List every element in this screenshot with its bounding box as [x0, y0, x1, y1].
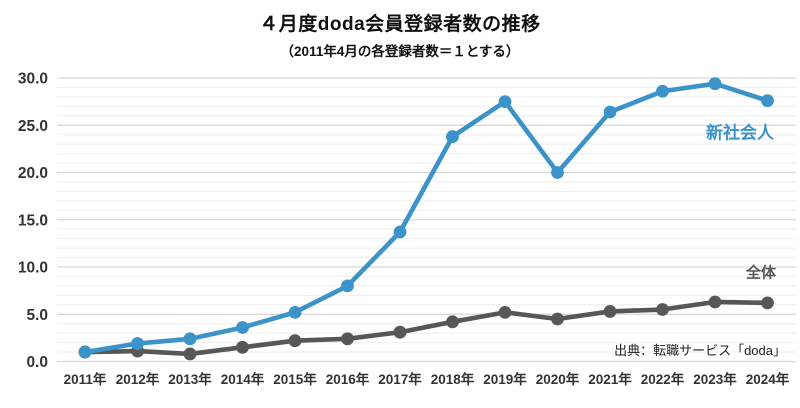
data-point-全体-2018年: [446, 315, 459, 329]
data-point-新社会人-2012年: [131, 337, 144, 350]
chart-subtitle: （2011年4月の各登録者数＝１とする）: [280, 44, 520, 59]
data-point-全体-2019年: [498, 305, 512, 319]
data-point-全体-2016年: [341, 332, 354, 346]
source-caption: 出典：転職サービス「doda」: [614, 343, 786, 358]
x-axis-tick-label: 2012年: [116, 371, 160, 387]
data-point-新社会人-2021年: [603, 105, 617, 119]
data-point-新社会人-2019年: [498, 95, 512, 109]
y-axis-tick-label: 30.0: [18, 71, 48, 88]
data-point-全体-2014年: [236, 340, 249, 354]
y-axis-tick-label: 10.0: [18, 260, 48, 277]
x-axis-tick-label: 2022年: [641, 371, 685, 387]
data-point-全体-2020年: [551, 312, 564, 326]
data-point-新社会人-2022年: [656, 84, 669, 98]
series-label-zentai: 全体: [745, 264, 777, 282]
y-axis-tick-label: 5.0: [26, 307, 48, 324]
x-axis-tick-label: 2016年: [326, 371, 370, 387]
x-axis-tick-label: 2017年: [378, 371, 422, 387]
data-point-新社会人-2016年: [341, 279, 354, 293]
data-point-全体-2024年: [761, 296, 774, 310]
data-point-新社会人-2015年: [288, 305, 302, 319]
y-axis-tick-label: 20.0: [18, 165, 48, 182]
data-point-全体-2022年: [656, 303, 669, 316]
data-point-新社会人-2018年: [446, 130, 459, 143]
data-point-全体-2015年: [288, 334, 302, 348]
y-axis-tick-label: 25.0: [18, 118, 48, 135]
x-axis-tick-label: 2024年: [746, 371, 790, 387]
chart-title: ４月度doda会員登録者数の推移: [259, 14, 541, 35]
x-axis-tick-label: 2020年: [536, 371, 580, 387]
data-point-全体-2017年: [393, 325, 407, 339]
data-point-全体-2021年: [603, 305, 617, 318]
data-point-全体-2023年: [708, 295, 722, 309]
x-axis-tick-label: 2015年: [273, 371, 317, 387]
x-axis-tick-label: 2013年: [168, 371, 212, 387]
data-point-新社会人-2023年: [708, 77, 722, 91]
data-point-新社会人-2017年: [393, 225, 407, 239]
x-axis-tick-label: 2011年: [64, 371, 107, 387]
y-axis-tick-label: 15.0: [18, 212, 48, 229]
y-axis-tick-label: 0.0: [26, 354, 48, 371]
x-axis-tick-label: 2019年: [483, 371, 527, 387]
x-axis-tick-label: 2021年: [588, 371, 632, 387]
data-point-新社会人-2011年: [78, 345, 92, 359]
data-point-新社会人-2020年: [551, 166, 564, 179]
data-point-新社会人-2024年: [761, 94, 774, 108]
x-axis-tick-label: 2018年: [431, 371, 475, 387]
data-point-全体-2013年: [183, 347, 197, 361]
data-point-新社会人-2014年: [236, 321, 249, 334]
series-label-shinshakaijin: 新社会人: [706, 123, 774, 143]
series-line-全体: [82, 299, 770, 357]
x-axis-tick-label: 2014年: [221, 371, 265, 387]
data-point-新社会人-2013年: [183, 332, 197, 346]
series-line-新社会人: [82, 81, 770, 355]
x-axis-tick-label: 2023年: [693, 371, 737, 387]
